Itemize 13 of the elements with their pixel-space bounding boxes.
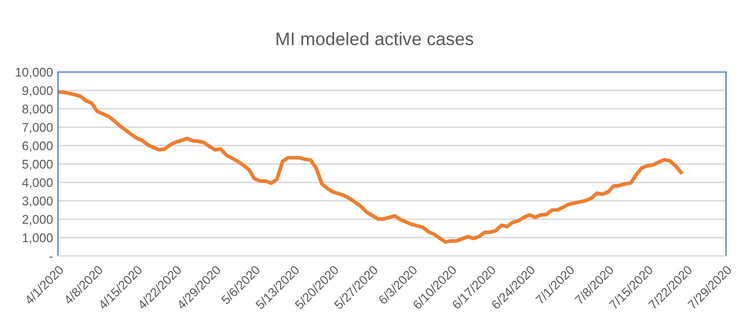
line-series [58,90,683,244]
y-tick-label: 3,000 [22,196,53,207]
y-tick-label: 10,000 [16,68,53,78]
y-tick-label: 5,000 [22,160,53,170]
y-tick-label: 8,000 [22,104,53,115]
y-tick-label: - [50,256,53,258]
y-tick-label: 2,000 [22,215,53,226]
y-tick-label: 4,000 [22,178,53,189]
y-tick-label: 9,000 [22,86,53,97]
y-tick-label: 6,000 [22,141,53,152]
y-tick-label: 7,000 [22,123,53,134]
y-tick-label: 1,000 [22,233,53,244]
chart-title: MI modeled active cases [276,32,474,46]
